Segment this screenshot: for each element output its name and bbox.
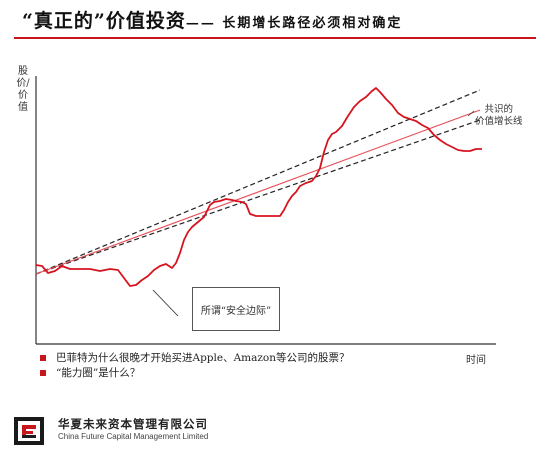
company-logo-icon (14, 417, 44, 445)
company-name-cn: 华夏未来资本管理有限公司 (58, 417, 208, 431)
bullet-list: 巴菲特为什么很晚才开始买进Apple、Amazon等公司的股票？ “能力圈”是什… (40, 350, 350, 380)
consensus-value-line (35, 109, 481, 275)
lower-band-line (35, 119, 481, 275)
x-axis-label: 时间 (466, 355, 486, 366)
callout-text: 所谓“安全边际” (200, 305, 272, 317)
bullet-text: 巴菲特为什么很晚才开始买进Apple、Amazon等公司的股票？ (56, 352, 350, 364)
trend-label-line1: 共识的 (484, 104, 514, 115)
bullet-square-icon (40, 354, 46, 361)
title-subtitle: —— 长期增长路径必须相对确定 (185, 16, 403, 31)
bullet-square-icon (40, 369, 46, 376)
y-axis-label: 股价/价值 (16, 66, 30, 113)
list-item: 巴菲特为什么很晚才开始买进Apple、Amazon等公司的股票？ (40, 350, 350, 365)
trend-label-line2: 价值增长线 (475, 116, 523, 127)
bullet-text: “能力圈”是什么？ (56, 367, 141, 379)
title-main: “真正的”价值投资 (22, 10, 186, 32)
upper-band-line (35, 89, 481, 275)
company-name-en: China Future Capital Management Limited (58, 432, 209, 441)
page-title: “真正的”价值投资—— 长期增长路径必须相对确定 (22, 6, 402, 33)
trend-label: 共识的 价值增长线 (475, 104, 523, 128)
safety-margin-callout: 所谓“安全边际” (192, 287, 280, 331)
callout-leader-line (152, 289, 179, 317)
title-divider (14, 37, 536, 39)
price-path (35, 87, 482, 287)
trend-label-leader (467, 110, 475, 117)
list-item: “能力圈”是什么？ (40, 365, 350, 380)
